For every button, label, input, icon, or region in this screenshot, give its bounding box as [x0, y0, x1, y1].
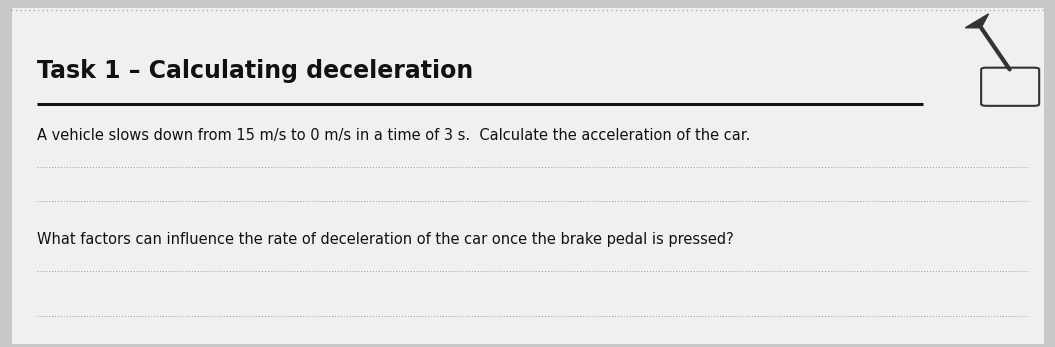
Text: A vehicle slows down from 15 m/s to 0 m/s in a time of 3 s.  Calculate the accel: A vehicle slows down from 15 m/s to 0 m/… [37, 128, 750, 143]
Text: Task 1 – Calculating deceleration: Task 1 – Calculating deceleration [37, 59, 474, 83]
FancyBboxPatch shape [11, 7, 1044, 344]
Polygon shape [965, 14, 989, 28]
Text: What factors can influence the rate of deceleration of the car once the brake pe: What factors can influence the rate of d… [37, 232, 733, 247]
